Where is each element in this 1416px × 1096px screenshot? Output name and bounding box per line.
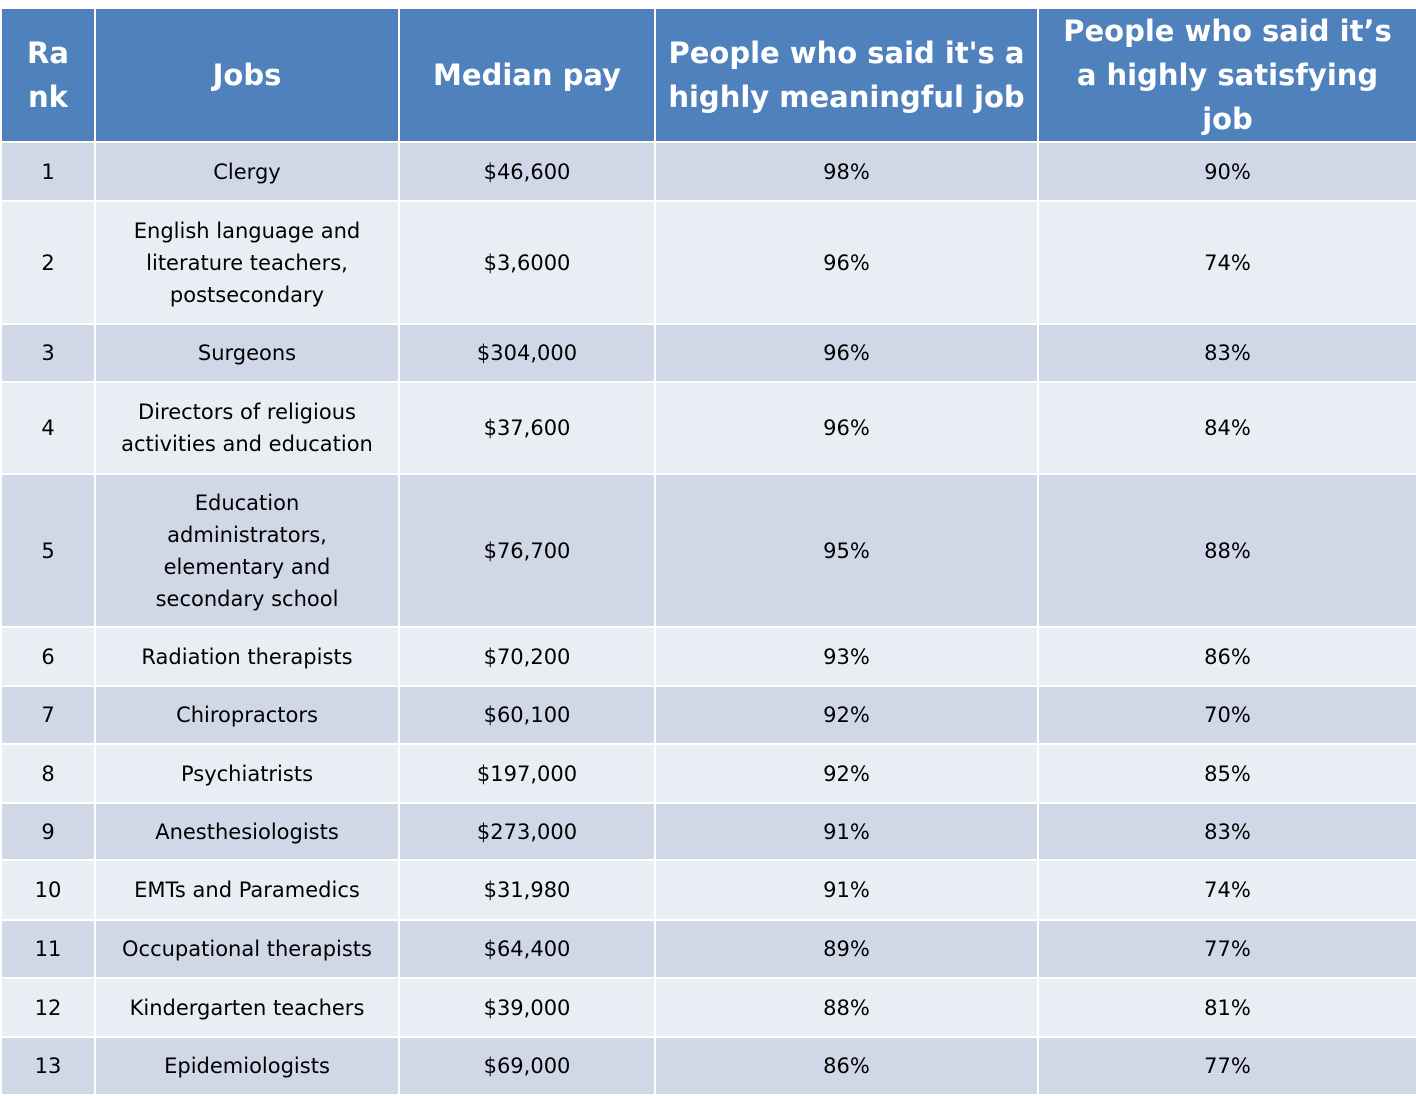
- table-row: 7 Chiropractors $60,100 92% 70%: [0, 685, 1416, 745]
- table-cell: 92%: [654, 685, 1039, 745]
- header-cell: People who said it's a highly meaningful…: [654, 7, 1039, 143]
- table-cell: 83%: [1037, 323, 1416, 383]
- table-cell: $31,980: [398, 859, 656, 921]
- table-cell: 7: [0, 685, 96, 745]
- header-text: People who said it’s a highly satisfying…: [1063, 14, 1392, 136]
- table-cell: 98%: [654, 141, 1039, 202]
- header-text: People who said it's a highly meaningful…: [668, 36, 1025, 114]
- table-cell: 84%: [1037, 381, 1416, 475]
- table-cell: 89%: [654, 919, 1039, 979]
- header-cell: Median pay: [398, 7, 656, 143]
- table-cell: 74%: [1037, 859, 1416, 921]
- table-cell: 6: [0, 626, 96, 687]
- table-row: 10 EMTs and Paramedics $31,980 91% 74%: [0, 859, 1416, 921]
- jobs-table: Rank Jobs Median pay People who said it's a…: [0, 7, 1416, 1096]
- table-cell: Kindergarten teachers: [94, 977, 400, 1038]
- table-cell: Psychiatrists: [94, 743, 400, 804]
- table-cell: 88%: [654, 977, 1039, 1038]
- table-cell: 12: [0, 977, 96, 1038]
- table-cell: English language and literature teachers…: [94, 200, 400, 325]
- table-cell: 1: [0, 141, 96, 202]
- table-cell: $60,100: [398, 685, 656, 745]
- table-cell: $273,000: [398, 802, 656, 861]
- table-row: 12 Kindergarten teachers $39,000 88% 81%: [0, 977, 1416, 1038]
- table-cell: 96%: [654, 323, 1039, 383]
- header-cell: Rank: [0, 7, 96, 143]
- table-cell: 9: [0, 802, 96, 861]
- table-cell: $304,000: [398, 323, 656, 383]
- table-cell: Epidemiologists: [94, 1036, 400, 1096]
- table-cell: Clergy: [94, 141, 400, 202]
- table-cell: 3: [0, 323, 96, 383]
- header-cell: People who said it’s a highly satisfying…: [1037, 7, 1416, 143]
- table-row: 8 Psychiatrists $197,000 92% 85%: [0, 743, 1416, 804]
- table-cell: 90%: [1037, 141, 1416, 202]
- table-cell: 5: [0, 473, 96, 628]
- table-cell: Surgeons: [94, 323, 400, 383]
- table-cell: 77%: [1037, 1036, 1416, 1096]
- table-cell: 86%: [654, 1036, 1039, 1096]
- table-cell: $46,600: [398, 141, 656, 202]
- header-text: Jobs: [212, 58, 282, 92]
- table-cell: $3,6000: [398, 200, 656, 325]
- table-cell: $39,000: [398, 977, 656, 1038]
- table-cell: 95%: [654, 473, 1039, 628]
- header-text: Median pay: [433, 58, 621, 92]
- table-cell: $64,400: [398, 919, 656, 979]
- table-cell: 86%: [1037, 626, 1416, 687]
- table-row: 2 English language and literature teacher…: [0, 200, 1416, 325]
- table-cell: 11: [0, 919, 96, 979]
- table-cell: Radiation therapists: [94, 626, 400, 687]
- table-cell: Chiropractors: [94, 685, 400, 745]
- table-row: 1 Clergy $46,600 98% 90%: [0, 141, 1416, 202]
- table-row: 4 Directors of religious activities and e…: [0, 381, 1416, 475]
- header-row: Rank Jobs Median pay People who said it's a…: [0, 7, 1416, 143]
- table-row: 9 Anesthesiologists $273,000 91% 83%: [0, 802, 1416, 861]
- table-body: 1 Clergy $46,600 98% 90% 2 English language an…: [0, 141, 1416, 1096]
- table-cell: 8: [0, 743, 96, 804]
- table-cell: 4: [0, 381, 96, 475]
- table-cell: 10: [0, 859, 96, 921]
- table-cell: 81%: [1037, 977, 1416, 1038]
- table-cell: 74%: [1037, 200, 1416, 325]
- table-cell: Anesthesiologists: [94, 802, 400, 861]
- table-cell: 93%: [654, 626, 1039, 687]
- table-cell: 85%: [1037, 743, 1416, 804]
- table-cell: $70,200: [398, 626, 656, 687]
- header-text: Rank: [27, 36, 69, 114]
- table-row: 11 Occupational therapists $64,400 89% 77%: [0, 919, 1416, 979]
- table-row: 13 Epidemiologists $69,000 86% 77%: [0, 1036, 1416, 1096]
- table-cell: 92%: [654, 743, 1039, 804]
- table-cell: 88%: [1037, 473, 1416, 628]
- header-cell: Jobs: [94, 7, 400, 143]
- table-cell: 91%: [654, 859, 1039, 921]
- table-cell: 70%: [1037, 685, 1416, 745]
- table-cell: EMTs and Paramedics: [94, 859, 400, 921]
- table-cell: Occupational therapists: [94, 919, 400, 979]
- table-cell: $37,600: [398, 381, 656, 475]
- table-cell: 96%: [654, 381, 1039, 475]
- table-cell: Directors of religious activities and ed…: [94, 381, 400, 475]
- table-row: 5 Education administrators, elementary an…: [0, 473, 1416, 628]
- table-cell: $69,000: [398, 1036, 656, 1096]
- table-cell: 91%: [654, 802, 1039, 861]
- table-cell: Education administrators, elementary and…: [94, 473, 400, 628]
- table-cell: $197,000: [398, 743, 656, 804]
- table-cell: 77%: [1037, 919, 1416, 979]
- table-cell: 96%: [654, 200, 1039, 325]
- table-row: 3 Surgeons $304,000 96% 83%: [0, 323, 1416, 383]
- table-cell: $76,700: [398, 473, 656, 628]
- table-cell: 83%: [1037, 802, 1416, 861]
- table-row: 6 Radiation therapists $70,200 93% 86%: [0, 626, 1416, 687]
- table-cell: 2: [0, 200, 96, 325]
- table-cell: 13: [0, 1036, 96, 1096]
